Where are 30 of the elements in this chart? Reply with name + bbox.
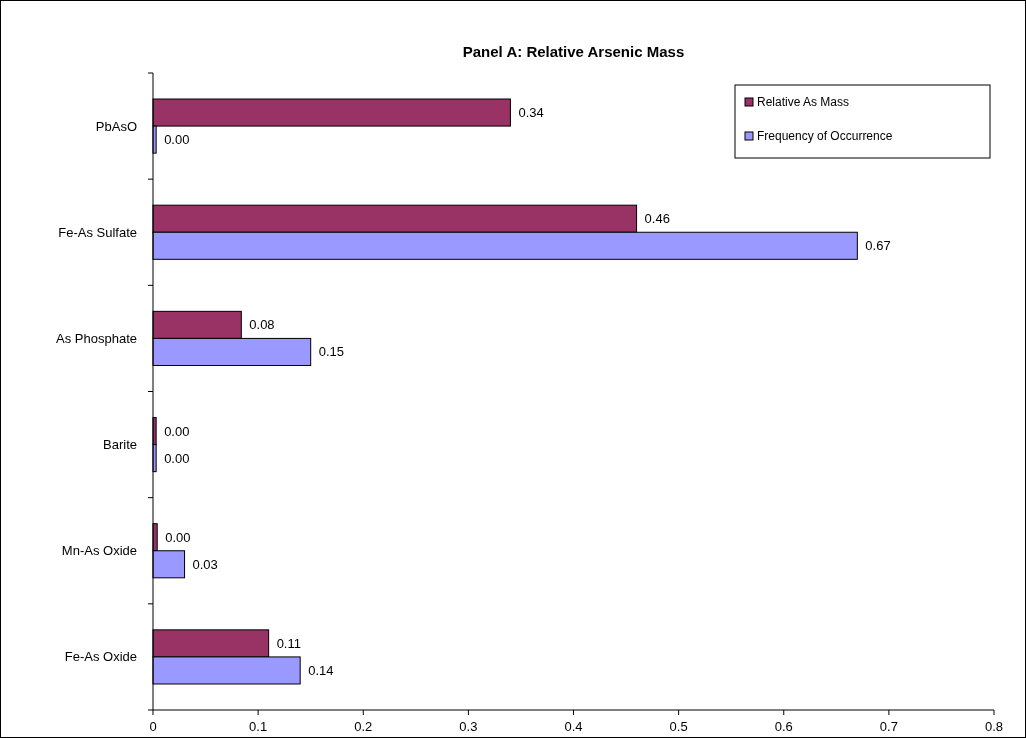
- x-tick-label: 0.8: [984, 719, 1004, 734]
- data-label: 0.15: [318, 344, 344, 360]
- x-tick-label: 0.6: [774, 719, 793, 734]
- x-tick-label: 0.3: [459, 719, 478, 734]
- data-label: 0.00: [164, 423, 190, 439]
- x-tick-label: 0.4: [564, 719, 583, 734]
- data-label: 0.46: [644, 211, 670, 227]
- data-label: 0.67: [865, 238, 891, 254]
- chart-title: Panel A: Relative Arsenic Mass: [462, 43, 685, 60]
- y-tick-label: PbAsO: [95, 118, 137, 134]
- legend-label: Frequency of Occurrence: [757, 129, 893, 143]
- data-label: 0.08: [249, 317, 275, 333]
- legend-label: Relative As Mass: [757, 95, 850, 109]
- data-label: 0.11: [276, 635, 301, 651]
- data-label: 0.00: [165, 529, 191, 545]
- y-tick-label: Mn-As Oxide: [61, 543, 137, 559]
- y-tick-label: Barite: [103, 437, 137, 453]
- x-tick-label: 0.7: [879, 719, 898, 734]
- data-label: 0.00: [164, 450, 190, 466]
- data-label: 0.03: [192, 556, 218, 572]
- y-tick-label: As Phosphate: [56, 330, 137, 346]
- data-label: 0.00: [164, 132, 190, 148]
- data-label: 0.34: [518, 105, 544, 121]
- x-tick-label: 0.5: [669, 719, 688, 734]
- data-label: 0.14: [308, 662, 334, 678]
- x-tick-label: 0: [149, 719, 157, 734]
- y-tick-label: Fe-As Sulfate: [58, 224, 137, 240]
- x-tick-label: 0.1: [249, 719, 268, 734]
- x-tick-label: 0.2: [354, 719, 373, 734]
- y-tick-label: Fe-As Oxide: [64, 649, 137, 665]
